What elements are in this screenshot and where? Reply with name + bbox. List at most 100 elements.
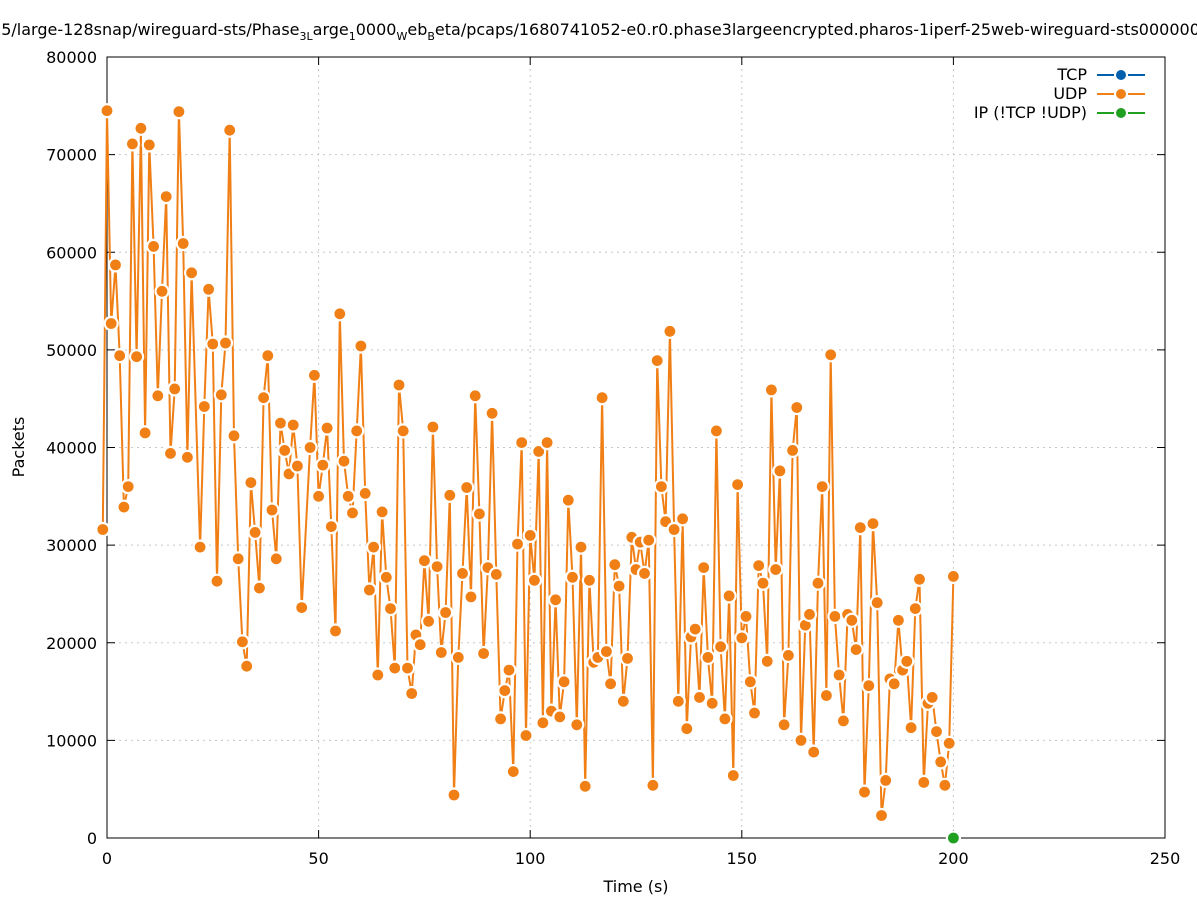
udp-data-point [674, 511, 691, 527]
udp-data-point [256, 390, 272, 406]
title-sub4: B [427, 30, 435, 43]
y-tick-label: 50000 [46, 341, 97, 360]
udp-data-point [526, 572, 543, 588]
udp-data-point [412, 637, 428, 653]
udp-data-point [425, 419, 441, 435]
udp-data-point [789, 399, 805, 416]
legend-label: UDP [1053, 84, 1087, 103]
udp-data-point [493, 711, 509, 727]
x-tick-label: 50 [308, 849, 328, 868]
udp-data-point [581, 572, 598, 588]
udp-data-point [924, 689, 940, 706]
udp-data-point [916, 774, 932, 791]
x-tick-label: 0 [102, 849, 112, 868]
udp-data-point [577, 778, 593, 794]
udp-data-point [522, 527, 538, 544]
udp-data-point [382, 600, 399, 617]
udp-data-point [209, 573, 225, 589]
udp-data-point [446, 787, 462, 803]
udp-data-point [666, 521, 682, 538]
udp-data-point [569, 717, 585, 733]
udp-data-point [201, 281, 217, 297]
udp-data-point [311, 488, 327, 504]
udp-data-point [865, 515, 881, 532]
udp-data-point [547, 592, 564, 608]
udp-data-point [852, 519, 868, 536]
udp-data-point [755, 575, 771, 591]
udp-data-point [344, 505, 361, 521]
udp-data-point [327, 623, 344, 639]
udp-data-point [175, 235, 191, 252]
udp-data-point [387, 660, 403, 676]
udp-data-point [133, 120, 149, 136]
udp-data-point [518, 727, 534, 744]
udp-data-point [810, 575, 826, 591]
ip-tcp-udp-data-point [945, 830, 962, 846]
title-sub2: 1 [349, 30, 356, 43]
udp-data-point [564, 569, 581, 585]
grid-layer [107, 57, 1165, 838]
udp-data-point [818, 687, 835, 704]
udp-data-point [911, 571, 928, 587]
udp-data-point [615, 693, 631, 709]
y-axis-label: Packets [9, 417, 28, 478]
udp-data-point [120, 479, 136, 495]
udp-data-point [459, 479, 475, 496]
udp-data-point [641, 532, 657, 548]
udp-data-point [302, 439, 318, 456]
udp-data-point [602, 676, 619, 692]
udp-data-point [619, 650, 636, 667]
x-tick-label: 200 [938, 849, 969, 868]
udp-data-point [691, 689, 708, 706]
udp-data-point [332, 306, 348, 322]
udp-data-point [653, 479, 670, 495]
udp-data-point [484, 405, 500, 421]
udp-data-point [670, 693, 686, 709]
udp-data-point [243, 475, 259, 491]
udp-data-point [116, 499, 132, 515]
title-sub1: 3L [300, 30, 314, 43]
udp-data-point [272, 415, 289, 431]
udp-data-point [158, 189, 174, 205]
udp-data-point [103, 315, 119, 332]
udp-data-point [687, 621, 703, 637]
y-tick-label: 10000 [46, 731, 97, 750]
udp-data-point [112, 348, 128, 364]
udp-data-point [700, 649, 716, 666]
udp-data-point [708, 423, 725, 439]
udp-data-point [150, 388, 166, 404]
udp-series-line [101, 109, 955, 817]
y-tick-label: 30000 [46, 536, 97, 555]
udp-data-point [179, 449, 195, 465]
title-sub3: W [396, 30, 407, 43]
udp-data-point [476, 645, 492, 662]
udp-data-point [721, 588, 737, 604]
udp-data-point [776, 717, 792, 733]
udp-data-point [662, 323, 678, 339]
udp-data-point [129, 349, 145, 365]
udp-data-point [501, 662, 517, 678]
udp-data-point [340, 488, 356, 504]
udp-data-point [823, 347, 839, 363]
udp-data-point [357, 485, 373, 501]
udp-data-point [645, 777, 661, 793]
udp-data-point [505, 763, 521, 780]
y-tick-label: 80000 [46, 48, 97, 67]
udp-data-point [827, 608, 843, 625]
udp-data-point [560, 492, 576, 508]
udp-data-point [315, 457, 331, 473]
y-tick-label: 40000 [46, 439, 97, 458]
udp-data-point [772, 463, 788, 479]
title-suffix: eta/pcaps/1680741052-e0.r0.phase3largeen… [435, 20, 1197, 39]
legend-label: IP (!TCP !UDP) [974, 103, 1087, 122]
udp-data-point [869, 595, 885, 611]
udp-data-point [353, 338, 369, 354]
udp-data-point [319, 420, 335, 436]
udp-data-point [751, 557, 767, 574]
udp-data-point [323, 518, 339, 535]
udp-data-point [649, 353, 665, 369]
udp-data-point [141, 137, 157, 153]
udp-data-point [374, 504, 390, 520]
udp-data-point [196, 398, 212, 415]
